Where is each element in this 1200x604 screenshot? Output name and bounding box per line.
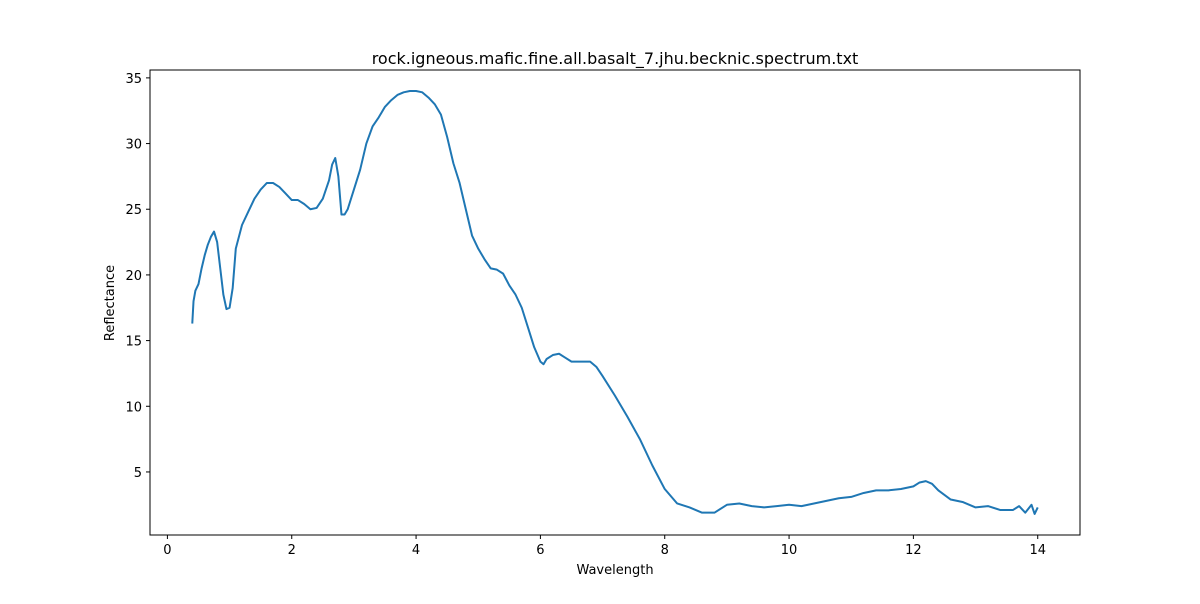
y-tick-label: 15	[125, 335, 142, 350]
spectrum-line	[191, 90, 1039, 515]
x-tick-label: 4	[412, 543, 420, 558]
x-tick-label: 2	[288, 543, 296, 558]
x-axis-label: Wavelength	[576, 563, 653, 578]
y-tick-label: 25	[125, 203, 142, 218]
x-tick-label: 10	[781, 543, 798, 558]
plot-frame	[149, 69, 1081, 536]
x-tick-label: 14	[1029, 543, 1046, 558]
y-tick-label: 35	[125, 72, 142, 87]
x-tick-label: 0	[163, 543, 171, 558]
chart-title: rock.igneous.mafic.fine.all.basalt_7.jhu…	[372, 49, 859, 69]
y-axis-label: Reflectance	[103, 265, 118, 341]
x-tick-label: 6	[536, 543, 544, 558]
y-tick-label: 5	[134, 466, 142, 481]
y-tick-label: 10	[125, 400, 142, 415]
x-tick-label: 8	[661, 543, 669, 558]
x-tick-label: 12	[905, 543, 922, 558]
y-tick-label: 20	[125, 269, 142, 284]
y-tick-label: 30	[125, 138, 142, 153]
